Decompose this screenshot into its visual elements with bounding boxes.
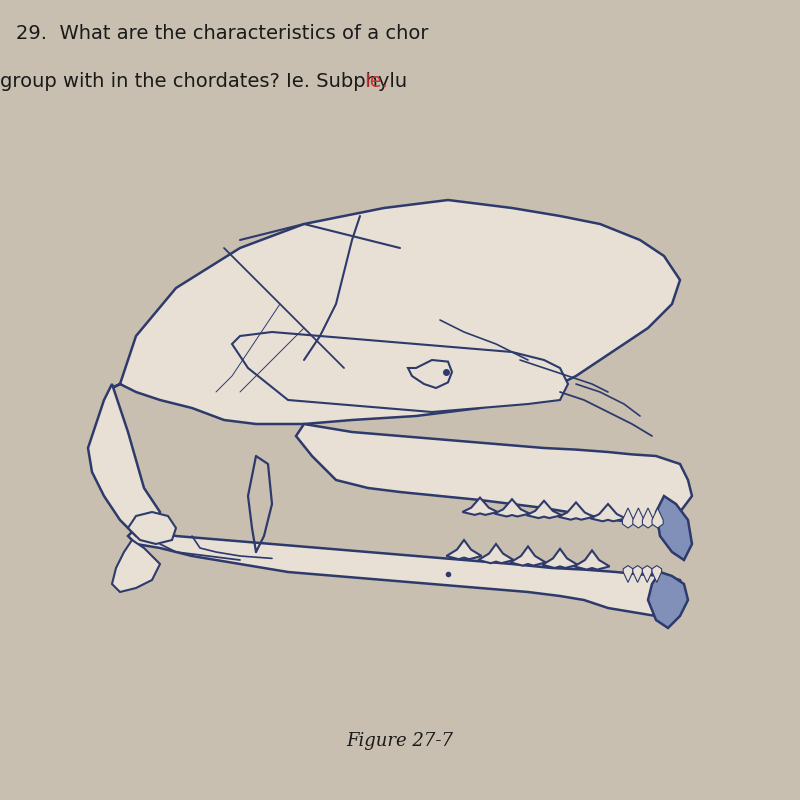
Polygon shape (542, 549, 578, 568)
Polygon shape (574, 550, 610, 570)
Text: group with in the chordates? Ie. Subphylu: group with in the chordates? Ie. Subphyl… (0, 72, 407, 91)
Polygon shape (652, 508, 663, 528)
Polygon shape (112, 200, 680, 424)
Polygon shape (642, 508, 654, 528)
Polygon shape (88, 384, 160, 536)
Polygon shape (494, 499, 530, 517)
Polygon shape (128, 512, 176, 544)
Polygon shape (652, 566, 662, 582)
Polygon shape (112, 540, 160, 592)
Polygon shape (656, 496, 692, 560)
Polygon shape (408, 360, 452, 388)
Polygon shape (558, 502, 594, 520)
Polygon shape (478, 544, 514, 563)
Polygon shape (622, 508, 634, 528)
Text: Ie.: Ie. (364, 72, 388, 91)
Polygon shape (633, 508, 644, 528)
Polygon shape (128, 528, 684, 616)
Polygon shape (462, 498, 498, 515)
Polygon shape (296, 424, 692, 524)
Text: 29.  What are the characteristics of a chor: 29. What are the characteristics of a ch… (16, 24, 429, 43)
Polygon shape (642, 566, 652, 582)
Polygon shape (648, 572, 688, 628)
Polygon shape (623, 566, 633, 582)
Polygon shape (446, 540, 482, 559)
Polygon shape (526, 501, 562, 518)
Polygon shape (510, 546, 546, 566)
Polygon shape (232, 332, 568, 412)
Polygon shape (633, 566, 642, 582)
Text: Figure 27-7: Figure 27-7 (346, 732, 454, 750)
Polygon shape (590, 504, 626, 522)
